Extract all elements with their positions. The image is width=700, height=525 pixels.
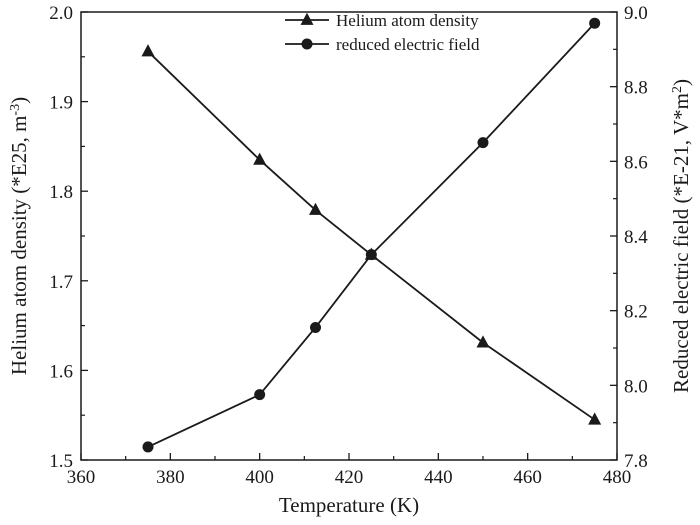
y-left-tick-label: 1.5 (49, 451, 73, 472)
y-left-tick-label: 1.9 (49, 93, 73, 114)
y-left-tick-label: 2.0 (49, 3, 73, 24)
circle-marker (365, 249, 377, 261)
y-right-tick-label: 8.0 (624, 376, 648, 397)
series-line-2 (147, 22, 596, 448)
y-axis-left-title-sup: -3 (8, 104, 23, 116)
circle-marker (310, 321, 321, 333)
y-axis-left-title-end: ) (7, 97, 31, 104)
x-tick-label: 460 (513, 467, 542, 488)
y-right-tick-label: 7.8 (624, 451, 648, 472)
legend-triangle-marker (300, 12, 314, 25)
x-axis-title: Temperature (K) (279, 493, 419, 517)
y-axis-right-title: Reduced electric field (*E-21, V*m2) (669, 79, 693, 393)
x-tick-label: 400 (245, 467, 274, 488)
y-left-tick-label: 1.6 (49, 361, 73, 382)
legend-label: reduced electric field (336, 35, 480, 54)
legend: Helium atom density reduced electric fiel… (285, 11, 480, 54)
series-line-1 (147, 50, 596, 421)
y-axis-left-title-main: Helium atom density (*E25, m (7, 116, 31, 376)
x-tick-label: 480 (603, 467, 632, 488)
y-axis-right-title-end: ) (669, 79, 693, 86)
x-tick-label: 440 (424, 467, 453, 488)
x-tick-label: 420 (335, 467, 364, 488)
circle-marker (254, 389, 266, 401)
legend-label: Helium atom density (336, 11, 479, 30)
y-right-tick-label: 8.2 (624, 302, 648, 323)
y-axis-left-title: Helium atom density (*E25, m-3) (7, 97, 31, 375)
circle-marker (142, 441, 154, 453)
y-right-tick-label: 8.4 (624, 227, 648, 248)
circle-marker (589, 17, 601, 29)
triangle-marker (588, 412, 602, 425)
legend-circle-marker (301, 38, 313, 50)
y-axis-right-title-main: Reduced electric field (*E-21, V*m (669, 93, 693, 393)
y-right-tick-label: 8.8 (624, 78, 648, 99)
x-tick-label: 380 (156, 467, 185, 488)
triangle-marker (476, 335, 490, 348)
y-left-tick-label: 1.7 (49, 272, 73, 293)
y-left-tick-label: 1.8 (49, 182, 73, 203)
circle-marker (477, 137, 489, 149)
x-axis: 360 380 400 420 440 460 480 (67, 453, 632, 488)
triangle-marker (253, 152, 267, 165)
y-axis-right-title-sup: 2 (670, 86, 685, 93)
triangle-marker (141, 44, 155, 57)
triangle-marker (309, 202, 322, 215)
y-axis-right: 7.8 8.0 8.2 8.4 8.6 8.8 9.0 (610, 3, 648, 472)
y-axis-left: 1.5 1.6 1.7 1.8 1.9 2.0 (49, 3, 88, 472)
y-right-tick-label: 8.6 (624, 152, 648, 173)
series-layer (141, 17, 602, 453)
y-right-tick-label: 9.0 (624, 3, 648, 24)
x-tick-label: 360 (67, 467, 96, 488)
